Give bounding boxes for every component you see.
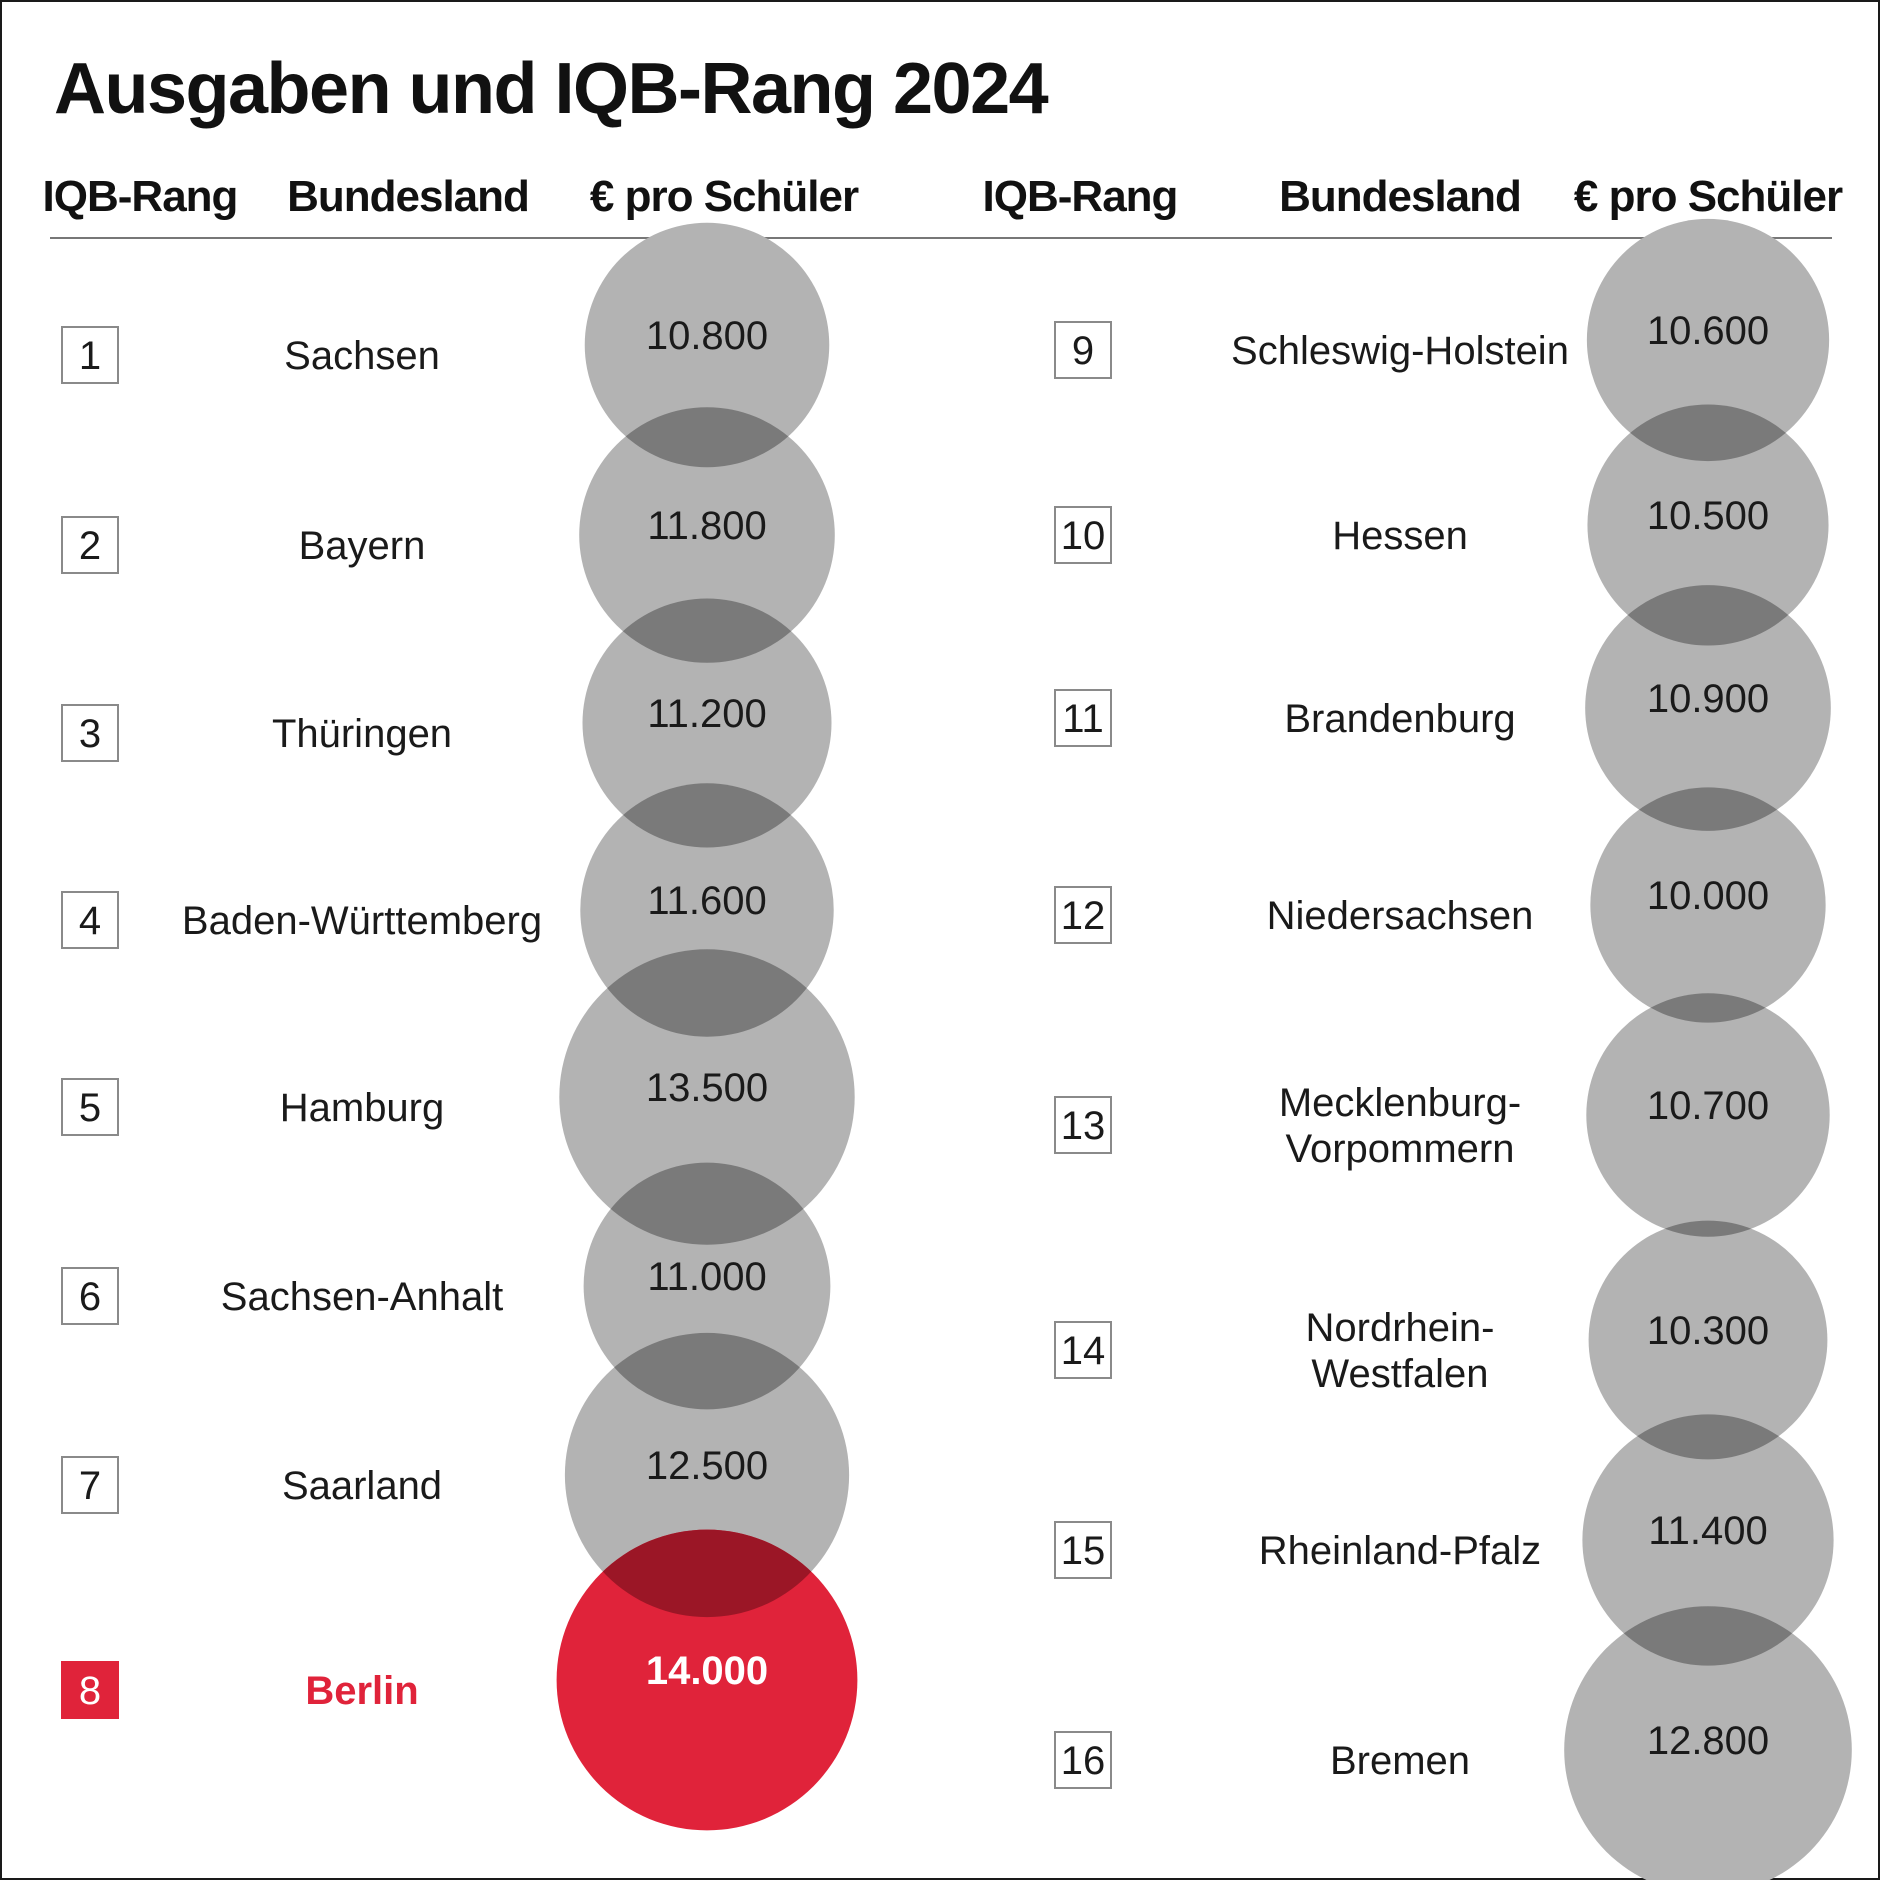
rank-box xyxy=(1054,506,1112,564)
bubble-value-label: 11.000 xyxy=(647,1255,766,1299)
bubble-value-label: 10.000 xyxy=(1647,874,1769,918)
bubble-value-label: 10.500 xyxy=(1647,494,1769,538)
rank-box xyxy=(61,891,119,949)
rank-box xyxy=(1054,321,1112,379)
bubble xyxy=(1586,993,1830,1237)
bubble xyxy=(564,1332,850,1618)
header-rank-right: IQB-Rang xyxy=(982,172,1179,221)
state-label: Rheinland-Pfalz xyxy=(1259,1529,1541,1573)
rank-label: 10 xyxy=(1061,514,1106,558)
state-label: Nordrhein-Westfalen xyxy=(1306,1306,1495,1396)
rank-label: 1 xyxy=(79,334,101,378)
rank-box xyxy=(61,326,119,384)
bubble xyxy=(1582,1414,1834,1666)
rank-label: 12 xyxy=(1061,894,1106,938)
bubble-overlap xyxy=(583,1162,831,1245)
bubble-value-label: 14.000 xyxy=(646,1649,768,1693)
bubble xyxy=(582,598,832,848)
rank-label: 6 xyxy=(79,1275,101,1319)
rank-box xyxy=(1054,1096,1112,1154)
rank-box xyxy=(61,1456,119,1514)
rank-label: 4 xyxy=(79,899,101,943)
state-label: Sachsen xyxy=(284,334,440,378)
rank-label: 2 xyxy=(79,524,101,568)
rank-label: 13 xyxy=(1061,1104,1106,1148)
bubble xyxy=(1586,218,1830,462)
state-label: Mecklenburg-Vorpommern xyxy=(1279,1081,1521,1171)
state-label: Hamburg xyxy=(280,1086,445,1130)
bubble-value-label: 12.800 xyxy=(1647,1719,1769,1763)
state-label: Schleswig-Holstein xyxy=(1231,329,1569,373)
rank-box xyxy=(1054,689,1112,747)
rank-box xyxy=(61,1267,119,1325)
state-label: Thüringen xyxy=(272,712,452,756)
bubble-value-label: 10.800 xyxy=(646,314,768,358)
bubbles-layer xyxy=(556,218,1852,1880)
state-label: Brandenburg xyxy=(1284,697,1515,741)
bubble xyxy=(1590,787,1826,1023)
state-label: Saarland xyxy=(282,1464,442,1508)
rank-label: 16 xyxy=(1061,1739,1106,1783)
rank-box xyxy=(1054,1321,1112,1379)
bubble-value-label: 11.400 xyxy=(1648,1509,1767,1553)
bubble xyxy=(1588,1220,1828,1460)
header-rank-left: IQB-Rang xyxy=(42,172,239,221)
bubble xyxy=(584,222,830,468)
header-spending-left: € pro Schüler xyxy=(589,172,859,221)
bubble xyxy=(1585,585,1831,831)
state-label: Hessen xyxy=(1332,514,1468,558)
rank-label: 7 xyxy=(79,1464,101,1508)
rank-box xyxy=(61,1661,119,1719)
bubble xyxy=(1564,1606,1852,1880)
state-label: Sachsen-Anhalt xyxy=(221,1275,503,1319)
rank-label: 8 xyxy=(79,1669,101,1713)
state-label: Bayern xyxy=(299,524,426,568)
rows-layer: 1 Sachsen 2 Bayern 3 Thüringen 4 Baden-Württemb… xyxy=(61,321,1569,1789)
rank-label: 11 xyxy=(1062,697,1104,741)
rank-label: 5 xyxy=(79,1086,101,1130)
bubble-value-label: 10.900 xyxy=(1647,677,1769,721)
bubble-value-label: 13.500 xyxy=(646,1066,768,1110)
bubble-value-label: 11.800 xyxy=(647,504,766,548)
bubble-value-label: 11.600 xyxy=(647,879,766,923)
rank-box xyxy=(1054,886,1112,944)
state-label: Berlin xyxy=(305,1669,418,1713)
bubble-highlight xyxy=(556,1529,858,1831)
header-state-right: Bundesland xyxy=(1279,172,1522,221)
header-spending-right: € pro Schüler xyxy=(1573,172,1843,221)
header-divider xyxy=(50,237,1832,239)
state-label: Baden-Württemberg xyxy=(182,899,542,943)
bubble-value-label: 10.700 xyxy=(1647,1084,1769,1128)
state-label: Niedersachsen xyxy=(1267,894,1534,938)
header-state-left: Bundesland xyxy=(287,172,530,221)
bubble-value-label: 11.200 xyxy=(647,692,766,736)
chart-title: Ausgaben und IQB-Rang 2024 xyxy=(54,49,1049,129)
rank-box xyxy=(1054,1731,1112,1789)
bubble xyxy=(579,407,835,663)
rank-box xyxy=(61,1078,119,1136)
bubble xyxy=(559,949,855,1245)
state-label: Bremen xyxy=(1330,1739,1470,1783)
bubble-value-label: 12.500 xyxy=(646,1444,768,1488)
bubble-labels-layer: 10.800 11.800 11.200 11.600 13.500 11.000 12.5… xyxy=(646,309,1769,1763)
rank-label: 14 xyxy=(1061,1329,1106,1373)
rank-box xyxy=(1054,1521,1112,1579)
rank-box xyxy=(61,704,119,762)
rank-box xyxy=(61,516,119,574)
bubble xyxy=(1587,404,1829,646)
rank-label: 15 xyxy=(1061,1529,1106,1573)
bubble-value-label: 10.300 xyxy=(1647,1309,1769,1353)
bubble-value-label: 10.600 xyxy=(1647,309,1769,353)
rank-label: 9 xyxy=(1072,329,1094,373)
rank-label: 3 xyxy=(79,712,101,756)
